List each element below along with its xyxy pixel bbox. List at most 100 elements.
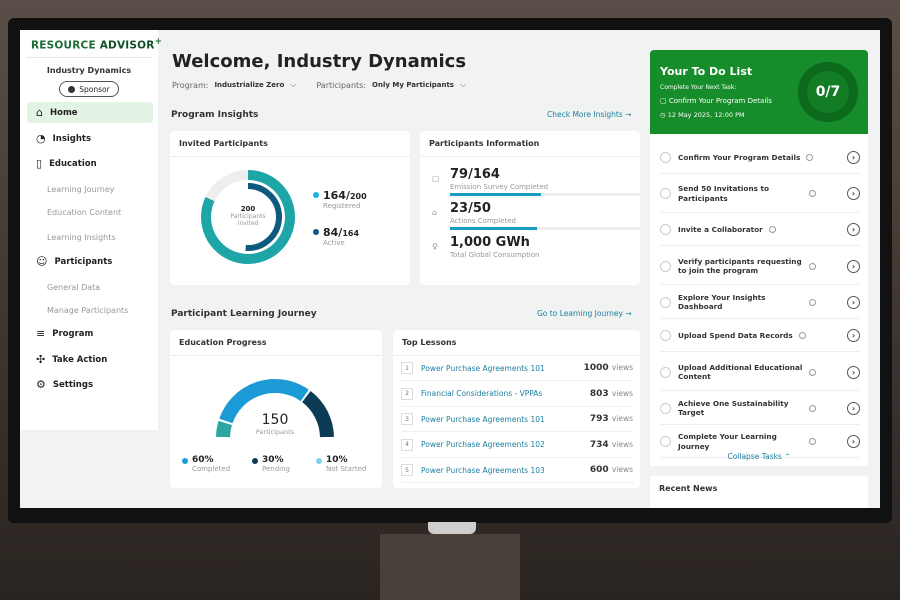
desk-background (380, 534, 520, 600)
active-stat: 84/164 Active (313, 226, 359, 247)
sidebar-item-home[interactable]: ⌂ Home (27, 102, 153, 123)
card-title: Education Progress (170, 330, 382, 356)
task-checkbox[interactable] (660, 402, 671, 414)
help-icon[interactable] (809, 404, 816, 412)
task-checkbox[interactable] (660, 224, 671, 236)
todo-task[interactable]: Upload Spend Data Records › (660, 321, 860, 352)
help-icon[interactable] (768, 226, 776, 234)
sidebar-item-settings[interactable]: ⚙ Settings (36, 378, 93, 391)
chevron-up-icon: ⌃ (784, 452, 791, 461)
todo-header: Your To Do List Complete Your Next Task:… (650, 50, 868, 134)
sidebar-subitem[interactable]: Learning Insights (47, 233, 116, 242)
gauge-value: 150 (261, 412, 289, 428)
help-icon[interactable] (806, 153, 814, 161)
sidebar-subitem[interactable]: Learning Journey (47, 185, 115, 194)
screen: RESOURCE ADVISOR+ Industry Dynamics Spon… (20, 30, 880, 508)
gauge-legend-item: 10% Not Started (316, 455, 366, 473)
chevron-right-icon[interactable]: › (847, 435, 860, 449)
task-checkbox[interactable] (660, 436, 671, 448)
sidebar-item-participants[interactable]: ☺ Participants (36, 255, 113, 268)
task-checkbox[interactable] (660, 366, 671, 378)
logo[interactable]: RESOURCE ADVISOR+ (31, 37, 163, 52)
badge-icon (68, 85, 76, 93)
puzzle-icon: ✣ (36, 353, 46, 366)
lesson-row[interactable]: 3 Power Purchase Agreements 101 793 views (401, 413, 633, 432)
todo-task[interactable]: Upload Additional Educational Content › (660, 354, 860, 391)
chevron-right-icon[interactable]: › (847, 401, 860, 415)
chevron-right-icon[interactable]: › (847, 259, 860, 273)
education-progress-card: Education Progress 150 Participants 60% C… (170, 330, 382, 488)
info-icon: ♀ (432, 242, 438, 251)
help-icon[interactable] (798, 332, 806, 340)
todo-task[interactable]: Complete Your Learning Journey › (660, 427, 860, 458)
participants-select[interactable]: Only My Participants (372, 81, 454, 89)
insights-icon: ◔ (36, 132, 46, 145)
sidebar-subitem[interactable]: Manage Participants (47, 306, 129, 315)
lesson-link[interactable]: Power Purchase Agreements 101 (421, 414, 545, 424)
invited-participants-card: Invited Participants 200 Participants In… (170, 131, 410, 285)
sidebar-item-insights[interactable]: ◔ Insights (36, 132, 92, 145)
program-select[interactable]: Industrialize Zero (214, 81, 285, 89)
lesson-link[interactable]: Power Purchase Agreements 101 (421, 363, 545, 373)
role-badge: Sponsor (59, 81, 119, 97)
list-icon: ≡ (36, 327, 46, 340)
todo-progress-ring: 0/7 (798, 62, 858, 122)
task-checkbox[interactable] (660, 188, 671, 199)
lesson-link[interactable]: Power Purchase Agreements 103 (421, 465, 545, 475)
todo-task[interactable]: Verify participants requesting to join t… (660, 248, 860, 285)
todo-list: Confirm Your Program Details › Send 50 Inv… (650, 134, 868, 466)
help-icon[interactable] (809, 368, 816, 376)
sidebar-subitem[interactable]: General Data (47, 283, 101, 292)
help-icon[interactable] (809, 190, 816, 197)
check-more-insights-link[interactable]: Check More Insights → (547, 110, 632, 119)
info-value: 23/50 (450, 201, 491, 216)
task-checkbox[interactable] (660, 296, 671, 308)
chevron-right-icon[interactable]: › (847, 365, 860, 379)
progress-bar (450, 193, 640, 196)
sidebar-item-education[interactable]: ▯ Education (36, 157, 97, 170)
go-to-learning-journey-link[interactable]: Go to Learning Journey → (537, 309, 632, 318)
chevron-down-icon[interactable]: ⌵ (290, 80, 297, 89)
gauge-legend-item: 30% Pending (252, 455, 290, 473)
chevron-right-icon[interactable]: › (847, 329, 860, 343)
card-title: Top Lessons (393, 330, 640, 356)
help-icon[interactable] (809, 262, 816, 270)
chevron-right-icon[interactable]: › (847, 187, 860, 200)
monitor-stand (428, 522, 476, 534)
education-progress-gauge (216, 379, 334, 438)
sidebar-item-program[interactable]: ≡ Program (36, 327, 94, 340)
task-checkbox[interactable] (660, 260, 671, 272)
info-value: 79/164 (450, 167, 500, 182)
collapse-tasks-button[interactable]: Collapse Tasks ⌃ (727, 452, 791, 461)
todo-task[interactable]: Confirm Your Program Details › (660, 142, 860, 174)
chevron-right-icon[interactable]: › (847, 223, 860, 237)
chevron-right-icon[interactable]: › (847, 295, 860, 309)
todo-task[interactable]: Invite a Collaborator › (660, 215, 860, 246)
todo-task[interactable]: Achieve One Sustainability Target › (660, 393, 860, 425)
info-label: Total Global Consumption (450, 251, 540, 259)
lesson-link[interactable]: Financial Considerations - VPPAs (421, 389, 543, 398)
help-icon[interactable] (809, 298, 816, 306)
next-task-link[interactable]: ▢ Confirm Your Program Details (660, 97, 772, 105)
lesson-row[interactable]: 4 Power Purchase Agreements 102 734 views (401, 438, 633, 458)
sidebar-subitem[interactable]: Education Content (47, 208, 122, 217)
lesson-row[interactable]: 5 Power Purchase Agreements 103 600 views (401, 464, 633, 483)
donut-center-value: 200 (240, 205, 256, 213)
sidebar: RESOURCE ADVISOR+ Industry Dynamics Spon… (20, 30, 162, 430)
book-icon: ▯ (36, 157, 43, 170)
sidebar-item-take-action[interactable]: ✣ Take Action (36, 353, 108, 366)
todo-task[interactable]: Explore Your Insights Dashboard › (660, 287, 860, 319)
todo-task[interactable]: Send 50 Invitations to Participants › (660, 176, 860, 213)
lesson-row[interactable]: 1 Power Purchase Agreements 101 1000 views (401, 362, 633, 381)
chevron-right-icon[interactable]: › (847, 150, 860, 164)
help-icon[interactable] (809, 438, 816, 446)
task-checkbox[interactable] (660, 330, 671, 342)
lesson-row[interactable]: 2 Financial Considerations - VPPAs 803 vie… (401, 387, 633, 407)
chevron-down-icon[interactable]: ⌵ (459, 80, 467, 89)
task-checkbox[interactable] (660, 151, 671, 163)
participants-icon: ☺ (36, 255, 48, 268)
participants-donut-chart (201, 170, 295, 264)
gauge-segment (301, 390, 334, 438)
section-title: Participant Learning Journey (171, 309, 317, 319)
lesson-link[interactable]: Power Purchase Agreements 102 (421, 440, 545, 449)
